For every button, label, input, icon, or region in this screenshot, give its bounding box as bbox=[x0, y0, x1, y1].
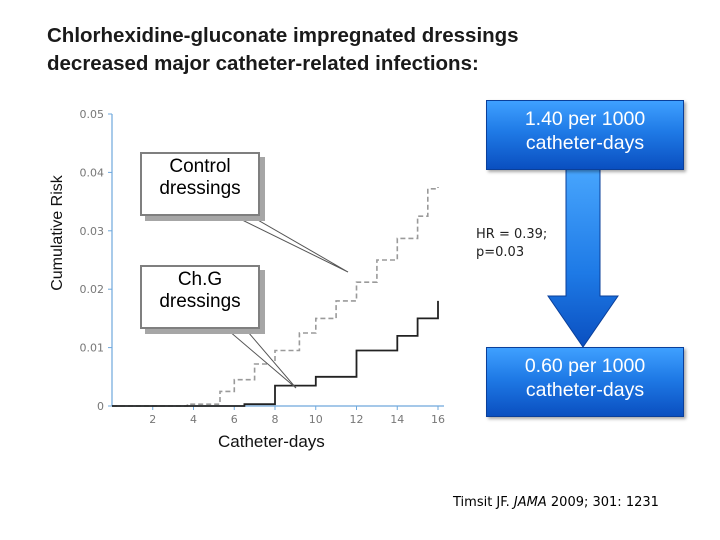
citation-author: Timsit JF. bbox=[453, 495, 514, 510]
y-tick-label: 0.01 bbox=[80, 342, 105, 355]
y-axis-label: Cumulative Risk bbox=[49, 175, 66, 291]
chg-callout-pointer bbox=[220, 324, 297, 389]
x-tick-label: 6 bbox=[231, 413, 238, 426]
citation-journal: JAMA bbox=[513, 495, 547, 510]
axes-layer: 0 0.01 0.02 0.03 0.04 0.05 2 4 6 8 10 12 14 16 bbox=[80, 108, 446, 426]
x-tick-label: 4 bbox=[190, 413, 197, 426]
citation-details: 2009; 301: 1231 bbox=[546, 495, 659, 510]
x-tick-label: 10 bbox=[309, 413, 323, 426]
title-line-1: Chlorhexidine-gluconate impregnated dres… bbox=[47, 24, 519, 47]
y-tick-label: 0.04 bbox=[80, 166, 105, 179]
chg-dressings-label: Ch.G dressings bbox=[159, 269, 241, 312]
x-tick-label: 16 bbox=[431, 413, 445, 426]
x-tick-label: 14 bbox=[390, 413, 404, 426]
x-tick-label: 2 bbox=[149, 413, 156, 426]
title-line-2: decreased major catheter-related infecti… bbox=[47, 52, 479, 75]
slide-title: Chlorhexidine-gluconate impregnated dres… bbox=[47, 22, 687, 78]
control-dressings-label: Control dressings bbox=[159, 156, 241, 199]
reduction-arrow bbox=[547, 161, 619, 348]
rate-chg-box: 0.60 per 1000 catheter-days bbox=[486, 347, 684, 417]
citation: Timsit JF. JAMA 2009; 301: 1231 bbox=[453, 495, 659, 510]
x-axis-label: Catheter-days bbox=[218, 432, 325, 451]
rate-chg-text: 0.60 per 1000 catheter-days bbox=[524, 355, 646, 401]
y-tick-label: 0.03 bbox=[80, 225, 105, 238]
x-tick-label: 8 bbox=[272, 413, 279, 426]
y-tick-label: 0.05 bbox=[80, 108, 105, 121]
chg-dressings-line bbox=[112, 300, 439, 407]
control-callout-pointer bbox=[225, 211, 349, 273]
control-dressings-line bbox=[112, 187, 439, 407]
rate-control-text: 1.40 per 1000 catheter-days bbox=[524, 108, 646, 154]
y-tick-label: 0.02 bbox=[80, 283, 105, 296]
control-dressings-callout: Control dressings bbox=[140, 152, 260, 216]
hazard-ratio-note: HR = 0.39; p=0.03 bbox=[476, 227, 548, 260]
chg-dressings-callout: Ch.G dressings bbox=[140, 265, 260, 329]
series-layer bbox=[112, 187, 439, 407]
x-tick-label: 12 bbox=[350, 413, 364, 426]
rate-control-box: 1.40 per 1000 catheter-days bbox=[486, 100, 684, 170]
y-tick-label: 0 bbox=[97, 400, 104, 413]
